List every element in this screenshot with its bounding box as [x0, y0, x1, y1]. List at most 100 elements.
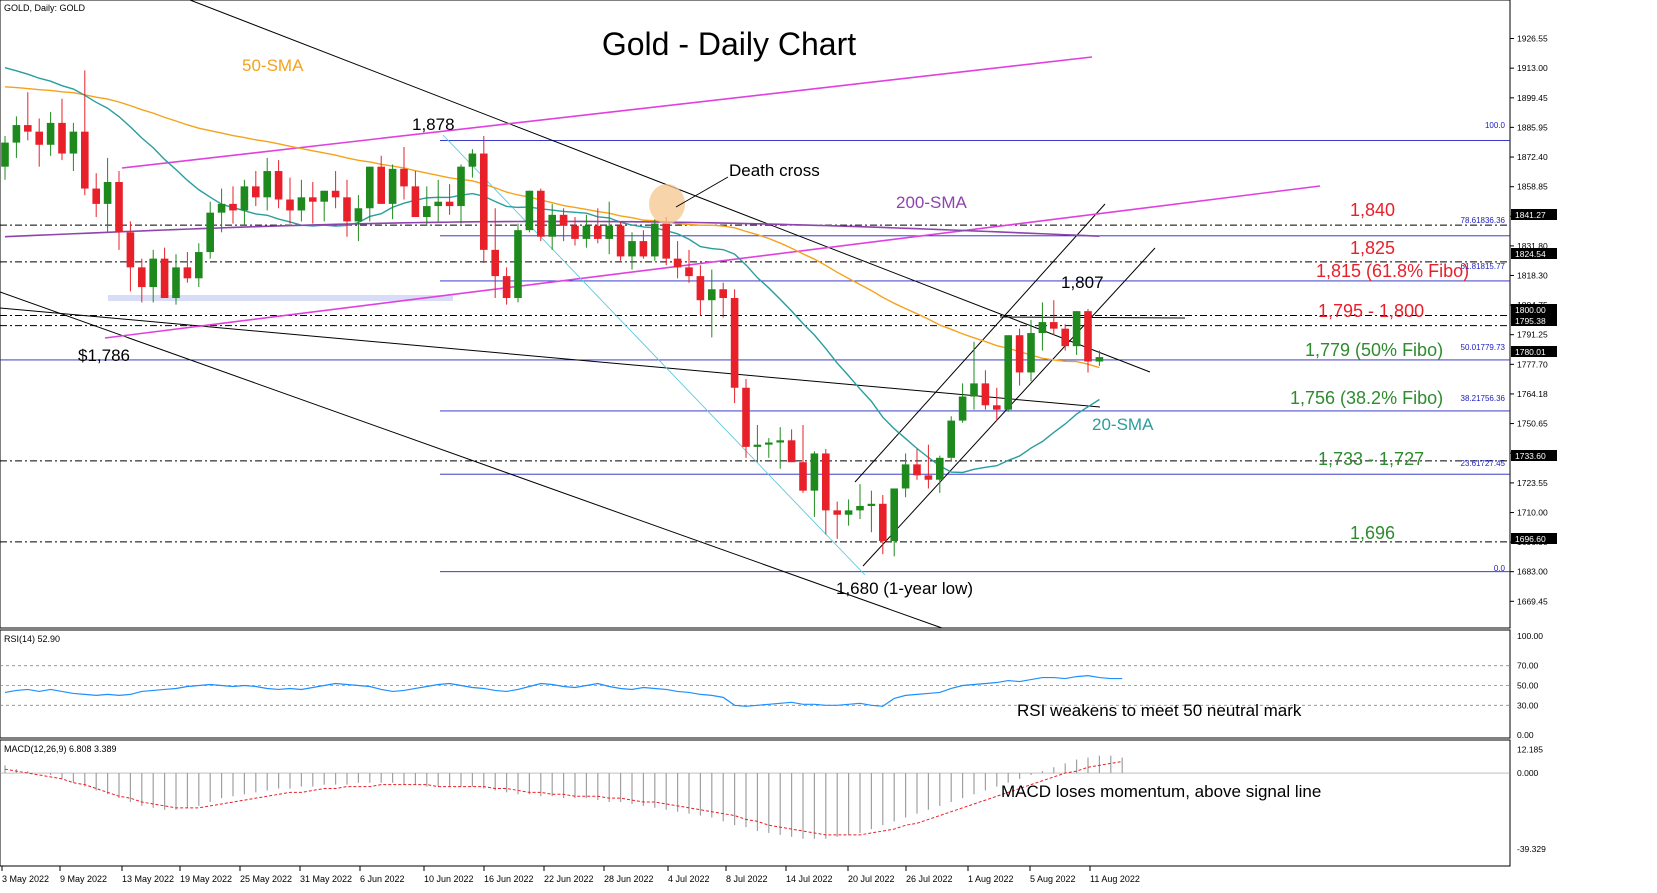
- candle: [286, 177, 294, 224]
- date-tick-label: 9 May 2022: [60, 874, 107, 884]
- candle-body: [844, 510, 853, 515]
- trendline: [999, 316, 1186, 319]
- macd-header: MACD(12,26,9) 6.808 3.389: [4, 744, 117, 754]
- candle-body: [160, 258, 169, 299]
- candle: [548, 203, 556, 250]
- rsi-tick-label: 0.00: [1517, 730, 1534, 740]
- candle-body: [24, 125, 32, 132]
- candle: [525, 190, 534, 233]
- sma200-label: 200-SMA: [896, 193, 968, 212]
- candle-body: [1015, 335, 1024, 373]
- level-1756-label: 1,756 (38.2% Fibo): [1290, 388, 1443, 408]
- date-tick-label: 11 Aug 2022: [1090, 874, 1140, 884]
- candle: [639, 230, 648, 259]
- candle: [742, 379, 750, 458]
- candle-body: [263, 171, 271, 198]
- candle: [331, 171, 340, 209]
- candle: [229, 186, 237, 224]
- candle: [993, 387, 1001, 421]
- level-1815-label: 1,815 (61.8% Fibo): [1316, 261, 1469, 281]
- candle-body: [92, 188, 100, 204]
- price-box-1824: 1824.54: [1515, 249, 1546, 259]
- candle-body: [1038, 322, 1047, 334]
- axis-price-boxes: 1841.27 1824.54 1800.00 1795.38 1780.01 …: [1511, 209, 1557, 544]
- candle: [81, 70, 89, 196]
- candle-body: [970, 383, 978, 397]
- candle: [913, 449, 921, 480]
- candle: [12, 116, 21, 158]
- candle: [1050, 300, 1058, 336]
- candle: [799, 424, 807, 493]
- candle-body: [651, 223, 659, 257]
- date-tick-label: 16 Jun 2022: [484, 874, 534, 884]
- candle: [958, 383, 967, 423]
- candle-body: [138, 267, 146, 288]
- price-box-1696: 1696.60: [1515, 534, 1546, 544]
- candle-body: [514, 230, 522, 299]
- candle-body: [377, 166, 385, 204]
- candle: [115, 171, 123, 250]
- candle: [662, 217, 670, 266]
- level-1825-label: 1,825: [1350, 238, 1395, 258]
- low-1680-label: 1,680 (1-year low): [836, 579, 973, 598]
- price-tick-label: 1750.65: [1517, 419, 1548, 429]
- price-tick-label: 1764.18: [1517, 389, 1548, 399]
- candle: [970, 341, 978, 410]
- candle: [388, 164, 397, 220]
- candle-body: [1072, 311, 1081, 347]
- candle-body: [58, 122, 66, 154]
- candle-body: [571, 225, 579, 239]
- candle-body: [480, 153, 488, 250]
- candle-body: [810, 453, 819, 491]
- death-cross-pointer: [675, 176, 729, 208]
- candle-body: [286, 199, 294, 211]
- rsi-panel-frame: [0, 629, 1511, 739]
- candle-body: [115, 181, 123, 233]
- candle-body: [183, 267, 192, 279]
- candle: [685, 249, 693, 283]
- candle: [457, 164, 465, 224]
- candle-body: [548, 214, 556, 237]
- candle-body: [388, 168, 397, 204]
- candle: [867, 490, 876, 533]
- candle: [1084, 308, 1092, 373]
- fib-382-label: 38.21756.36: [1461, 394, 1506, 403]
- candle: [537, 188, 545, 242]
- candle: [844, 499, 853, 526]
- candle: [616, 221, 625, 261]
- candle: [605, 201, 613, 255]
- candle-body: [354, 208, 363, 222]
- candle-body: [787, 440, 796, 463]
- candle-body: [217, 203, 226, 213]
- candle: [92, 173, 100, 218]
- trendline: [854, 203, 1106, 483]
- candle-body: [594, 225, 602, 239]
- price-tick-label: 1899.45: [1517, 93, 1548, 103]
- date-tick-label: 4 Jul 2022: [668, 874, 710, 884]
- candle-body: [753, 444, 762, 447]
- candle-body: [628, 241, 636, 257]
- date-tick-label: 25 May 2022: [240, 874, 292, 884]
- candle-body: [730, 298, 739, 388]
- candle-body: [434, 201, 442, 207]
- candle-body: [1027, 333, 1035, 373]
- candle-body: [901, 464, 910, 489]
- date-tick-label: 31 May 2022: [300, 874, 352, 884]
- candle: [753, 424, 762, 463]
- level-1795-label: 1,795 - 1,800: [1318, 301, 1424, 321]
- candle: [856, 484, 864, 520]
- rsi-header: RSI(14) 52.90: [4, 634, 60, 644]
- level-1786-label: $1,786: [78, 346, 130, 365]
- candle: [890, 488, 898, 557]
- candle-body: [936, 457, 944, 480]
- candle-body: [1061, 328, 1069, 347]
- candle-body: [206, 212, 214, 253]
- candle-body: [240, 186, 249, 211]
- candle: [502, 267, 511, 305]
- rsi-tick-label: 30.00: [1517, 700, 1539, 710]
- candle-body: [366, 166, 374, 209]
- candle-body: [172, 267, 180, 299]
- candle: [183, 252, 192, 283]
- candle: [480, 136, 488, 263]
- macd-tick-label: 0.000: [1517, 768, 1539, 778]
